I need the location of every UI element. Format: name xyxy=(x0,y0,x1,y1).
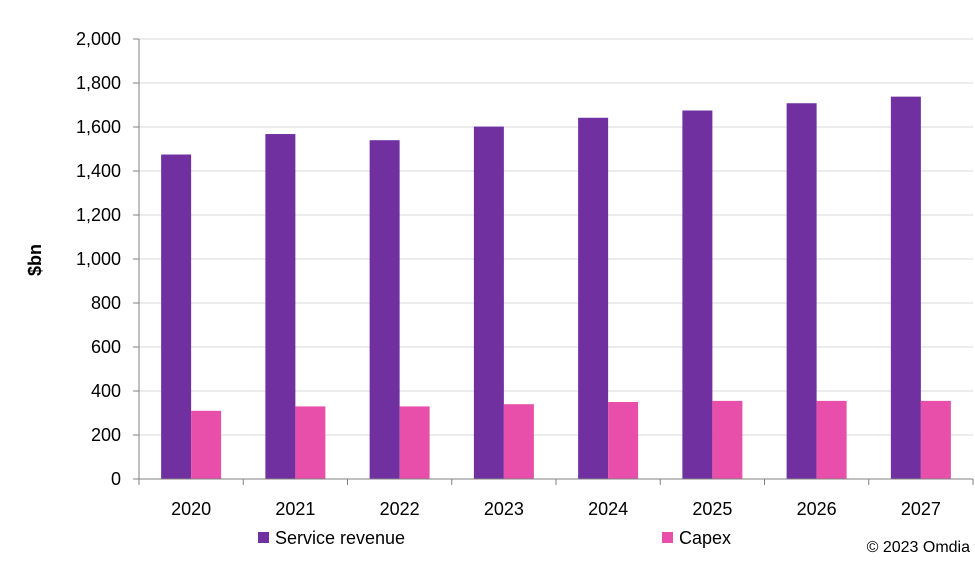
x-tick-label: 2023 xyxy=(484,499,524,519)
legend-label: Capex xyxy=(679,528,731,548)
y-tick-label: 200 xyxy=(91,425,121,445)
x-tick-label: 2024 xyxy=(588,499,628,519)
legend: Service revenue Capex xyxy=(258,528,731,548)
gridlines xyxy=(139,38,973,436)
y-tick-label: 1,600 xyxy=(76,117,121,137)
y-tick-label: 800 xyxy=(91,293,121,313)
x-tick-label: 2021 xyxy=(275,499,315,519)
bar-capex xyxy=(191,410,222,479)
x-tick-label: 2025 xyxy=(692,499,732,519)
bar-capex xyxy=(712,400,743,479)
bar-capex xyxy=(816,400,847,479)
legend-label: Service revenue xyxy=(275,528,405,548)
y-tick-label: 1,000 xyxy=(76,249,121,269)
bar-capex xyxy=(399,406,430,479)
bar-service-revenue xyxy=(161,154,192,479)
x-tick-label: 2020 xyxy=(171,499,211,519)
y-tick-label: 2,000 xyxy=(76,29,121,49)
y-tick-label: 1,200 xyxy=(76,205,121,225)
copyright: © 2023 Omdia xyxy=(867,539,971,556)
legend-swatch xyxy=(258,532,269,543)
y-tick-labels: 0 200 400 600 800 1,000 1,200 1,400 1,600 1,800 2,… xyxy=(76,29,121,489)
bar-service-revenue xyxy=(369,140,400,479)
y-tick-label: 600 xyxy=(91,337,121,357)
bar-capex xyxy=(503,404,534,479)
bar-service-revenue xyxy=(890,96,921,479)
bar-service-revenue xyxy=(786,103,817,480)
x-tick-label: 2026 xyxy=(797,499,837,519)
bar-capex xyxy=(295,406,326,479)
bar-service-revenue xyxy=(682,110,713,479)
x-tick-labels: 2020 2021 2022 2023 2024 2025 2026 2027 xyxy=(171,499,941,519)
legend-swatch xyxy=(662,532,673,543)
y-tick-label: 1,400 xyxy=(76,161,121,181)
y-tick-label: 400 xyxy=(91,381,121,401)
bar-capex xyxy=(920,400,951,479)
axes xyxy=(133,38,974,485)
y-tick-label: 0 xyxy=(111,469,121,489)
y-axis-label: $bn xyxy=(25,244,45,276)
bar-service-revenue xyxy=(578,117,609,479)
x-tick-label: 2022 xyxy=(380,499,420,519)
bars xyxy=(161,96,951,480)
bar-service-revenue xyxy=(265,134,296,480)
bar-capex xyxy=(608,402,639,479)
bar-service-revenue xyxy=(473,126,504,479)
x-tick-label: 2027 xyxy=(901,499,941,519)
y-tick-label: 1,800 xyxy=(76,73,121,93)
